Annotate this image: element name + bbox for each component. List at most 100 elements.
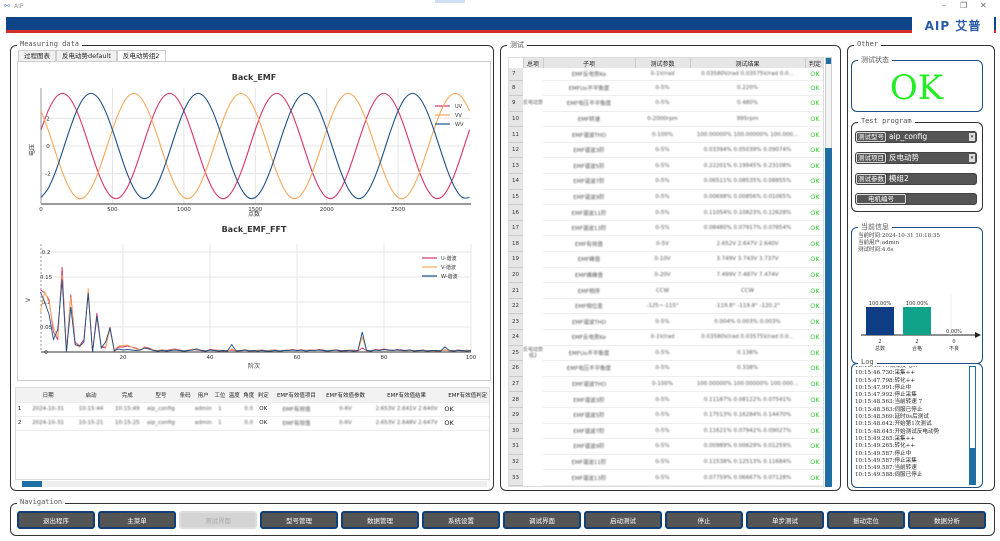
test-param: 0-5% <box>635 454 690 471</box>
test-row[interactable]: 12 EMF谐波3阶 0-5% 0.03394% 0.05039% 0.09074% O… <box>509 142 823 159</box>
test-row[interactable]: 30 EMF谐波7阶 0-5% 0.11621% 0.07942% 0.09027% O… <box>509 423 823 440</box>
column-header[interactable]: 型号 <box>145 388 177 403</box>
nav-button-1[interactable]: 主菜单 <box>98 511 176 529</box>
tab-backemf-default[interactable]: 反电动势default <box>56 50 117 61</box>
model-select[interactable]: aip_config ▾ <box>887 132 976 142</box>
test-row[interactable]: 9 反电动势 EMF电压不平衡度 0-5% 0.480% OK <box>509 95 823 112</box>
test-row[interactable]: 7 EMF反电势Ke 0-1V/rad 0.03580V/rad 0.03575V/r… <box>509 68 823 81</box>
tab-backemf-group2[interactable]: 反电动势组2 <box>116 50 166 61</box>
record-cell <box>176 402 194 417</box>
test-row[interactable]: 28 EMF谐波3阶 0-5% 0.11187% 0.08122% 0.07541% O… <box>509 391 823 408</box>
nav-button-10[interactable]: 振动定位 <box>827 511 905 529</box>
test-row[interactable]: 16 EMF谐波11阶 0-5% 0.11054% 0.10823% 0.12628%… <box>509 204 823 221</box>
y-axis-label: 电压 <box>28 144 36 156</box>
chevron-down-icon[interactable]: ▾ <box>969 133 975 141</box>
column-header[interactable]: EMF有效值参数 <box>322 388 369 403</box>
test-row[interactable]: 15 EMF谐波9阶 0-5% 0.00698% 0.00856% 0.01065% O… <box>509 189 823 206</box>
row-number: 27 <box>509 376 523 393</box>
close-icon[interactable]: ✕ <box>980 1 987 10</box>
test-row[interactable]: 27 EMF谐波THD 0-100% 100.00000% 100.00000% 10… <box>509 376 823 393</box>
column-header[interactable]: 判定 <box>805 58 823 68</box>
test-row[interactable]: 32 EMF谐波11阶 0-5% 0.11538% 0.12513% 0.11684%… <box>509 454 823 471</box>
column-header[interactable]: 测试结果 <box>690 58 806 68</box>
records-hscrollbar[interactable] <box>22 481 487 487</box>
test-row[interactable]: 18 EMF有效值 0-5V 2.652V 2.647V 2.640V OK <box>509 235 823 253</box>
nav-button-7[interactable]: 启动测试 <box>584 511 662 529</box>
test-row[interactable]: 26 EMF电压不平衡度 0-5% 0.338% OK <box>509 360 823 377</box>
group-cell <box>523 174 543 190</box>
test-vscroll-thumb[interactable] <box>825 148 832 487</box>
test-row[interactable]: 33 EMF谐波13阶 0-5% 0.07759% 0.06667% 0.07128%… <box>509 469 823 486</box>
test-row[interactable]: 25 反电动势组2 EMFUo不平衡度 0-5% 0.138% OK <box>509 345 823 362</box>
nav-button-11[interactable]: 数据分析 <box>908 511 986 529</box>
row-number: 16 <box>509 204 523 221</box>
column-header[interactable]: 温度 <box>227 388 242 403</box>
record-row[interactable]: 1 2024-10-31 10:15:44 10:15:49 aip_config adm… <box>16 402 489 417</box>
scroll-up-icon[interactable] <box>826 58 831 64</box>
test-row[interactable]: 29 EMF谐波5阶 0-5% 0.17513% 0.16284% 0.14470% O… <box>509 407 823 424</box>
column-header[interactable]: 角度 <box>241 388 257 403</box>
nav-button-9[interactable]: 单步测试 <box>746 511 824 529</box>
log-scroll-thumb[interactable] <box>969 448 976 485</box>
nav-button-3[interactable]: 型号管理 <box>260 511 338 529</box>
test-row[interactable]: 20 EMF峰峰值 0-20V 7.499V 7.487V 7.474V OK <box>509 267 823 284</box>
test-row[interactable]: 8 EMFUo不平衡度 0-5% 0.220% OK <box>509 80 823 97</box>
column-header[interactable]: 日期 <box>23 388 73 403</box>
column-header[interactable]: 用户 <box>193 388 213 403</box>
column-header[interactable]: 判定 <box>256 388 271 403</box>
test-row[interactable]: 24 EMF反电势Ke 0-1V/rad 0.03580V/rad 0.03575V/… <box>509 329 823 346</box>
test-row[interactable]: 13 EMF谐波5阶 0-5% 0.22201% 0.19945% 0.23108% O… <box>509 157 823 175</box>
row-number: 30 <box>509 423 523 440</box>
column-header[interactable]: 启动 <box>72 388 110 403</box>
tab-process-chart[interactable]: 过程图表 <box>18 50 56 61</box>
test-row[interactable]: 22 EMF相位差 -125~-115° -119.8° -119.8° -120.2… <box>509 298 823 315</box>
test-program-title: Test program <box>858 117 915 125</box>
test-row[interactable]: 19 EMF峰值 0-10V 3.749V 3.743V 3.737V OK <box>509 251 823 268</box>
column-header[interactable]: 总项 <box>523 58 544 68</box>
test-result: 0.22201% 0.19945% 0.23108% <box>690 157 805 175</box>
y-axis-label: V <box>25 297 32 302</box>
maximize-icon[interactable]: ❐ <box>960 1 968 10</box>
nav-button-4[interactable]: 数据管理 <box>341 511 419 529</box>
column-header[interactable]: EMF有效值项目 <box>270 388 323 403</box>
column-header[interactable]: EMF有效值判定 <box>444 388 489 403</box>
param-field[interactable]: 模组2 <box>887 174 976 184</box>
test-row[interactable]: 21 EMF相序 CCW CCW OK <box>509 282 823 299</box>
test-param: 0-1V/rad <box>635 329 690 346</box>
nav-button-6[interactable]: 调试界面 <box>503 511 581 529</box>
test-row[interactable]: 14 EMF谐波7阶 0-5% 0.06511% 0.08535% 0.08855% O… <box>509 173 823 190</box>
verdict: OK <box>805 282 823 299</box>
column-header[interactable]: 测试参数 <box>635 58 691 68</box>
x-tick-label: 60 <box>294 355 301 361</box>
records-hscroll-thumb[interactable] <box>22 481 42 487</box>
record-cell: 10:15:25 <box>109 416 146 431</box>
column-header[interactable]: 条码 <box>176 388 194 403</box>
test-result: 0.03580V/rad 0.03575V/rad 0.0... <box>690 329 805 346</box>
test-row[interactable]: 31 EMF谐波9阶 0-5% 0.00989% 0.00629% 0.01259% O… <box>509 438 823 455</box>
sub-item: EMFUo不平衡度 <box>543 80 635 97</box>
item-select[interactable]: 反电动势 ▾ <box>887 153 976 163</box>
column-header[interactable]: EMF有效值结果 <box>368 388 445 403</box>
test-row[interactable]: 11 EMF谐波THD 0-100% 100.00000% 100.00000% 10… <box>509 126 823 143</box>
bar-count-label: 0 <box>952 339 955 345</box>
test-row[interactable]: 10 EMF转速 0-2000rpm 995rpm OK <box>509 111 823 128</box>
bar-percent-label: 100.00% <box>869 301 891 307</box>
column-header[interactable]: 子项 <box>543 58 636 68</box>
column-header[interactable]: 完成 <box>109 388 146 403</box>
nav-button-2[interactable]: 测试界面 <box>179 511 257 529</box>
record-cell: admin <box>193 402 213 417</box>
chevron-down-icon[interactable]: ▾ <box>969 154 975 162</box>
record-row[interactable]: 2 2024-10-31 10:15:21 10:15:25 aip_config adm… <box>16 416 489 431</box>
test-results-table: 总项 子项 测试参数 测试结果 判定 7 EMF反电势Ke 0-1V/rad 0.03580V/… <box>508 57 824 487</box>
aip-logo: AIP 艾普 <box>912 17 994 33</box>
nav-button-0[interactable]: 退出程序 <box>17 511 95 529</box>
title-bar: ⚯ AIP – ❐ ✕ <box>0 0 1000 14</box>
nav-button-5[interactable]: 系统设置 <box>422 511 500 529</box>
motor-number-input[interactable] <box>907 194 976 204</box>
column-header[interactable]: 工位 <box>212 388 228 403</box>
minimize-icon[interactable]: – <box>942 1 946 10</box>
nav-button-8[interactable]: 停止 <box>665 511 743 529</box>
test-row[interactable]: 17 EMF谐波13阶 0-5% 0.08480% 0.07917% 0.07854%… <box>509 220 823 237</box>
group-cell <box>523 158 543 174</box>
test-row[interactable]: 23 EMF谐波THD 0-5% 0.004% 0.003% 0.003% OK <box>509 313 823 330</box>
